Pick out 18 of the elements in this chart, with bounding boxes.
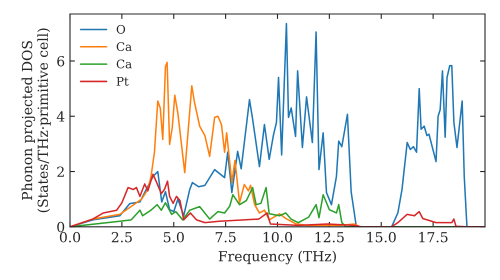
legend-label: O xyxy=(116,24,126,34)
x-axis-title: Frequency (THz) xyxy=(218,250,336,264)
y-tick-label: 2 xyxy=(57,166,64,177)
legend-label: Ca xyxy=(116,42,132,52)
x-tick-label: 12.5 xyxy=(316,232,344,242)
legend-label: Ca xyxy=(116,59,132,68)
y-tick-label: 4 xyxy=(56,111,64,122)
x-tick-label: 0.0 xyxy=(60,232,80,242)
y-tick-label: 6 xyxy=(57,56,64,66)
x-tick-label: 5.0 xyxy=(164,232,184,242)
x-tick-label: 2.5 xyxy=(112,232,132,242)
x-tick-label: 10.0 xyxy=(264,232,292,242)
y-axis-title: Phonon projected DOS (States/THz·primitive cell) xyxy=(22,28,51,212)
y-tick-label: 0 xyxy=(57,222,64,232)
legend-label: Pt xyxy=(116,76,129,86)
x-tick-label: 17.5 xyxy=(419,232,448,242)
x-tick-label: 15.0 xyxy=(367,232,396,242)
x-tick-label: 7.5 xyxy=(216,232,236,242)
